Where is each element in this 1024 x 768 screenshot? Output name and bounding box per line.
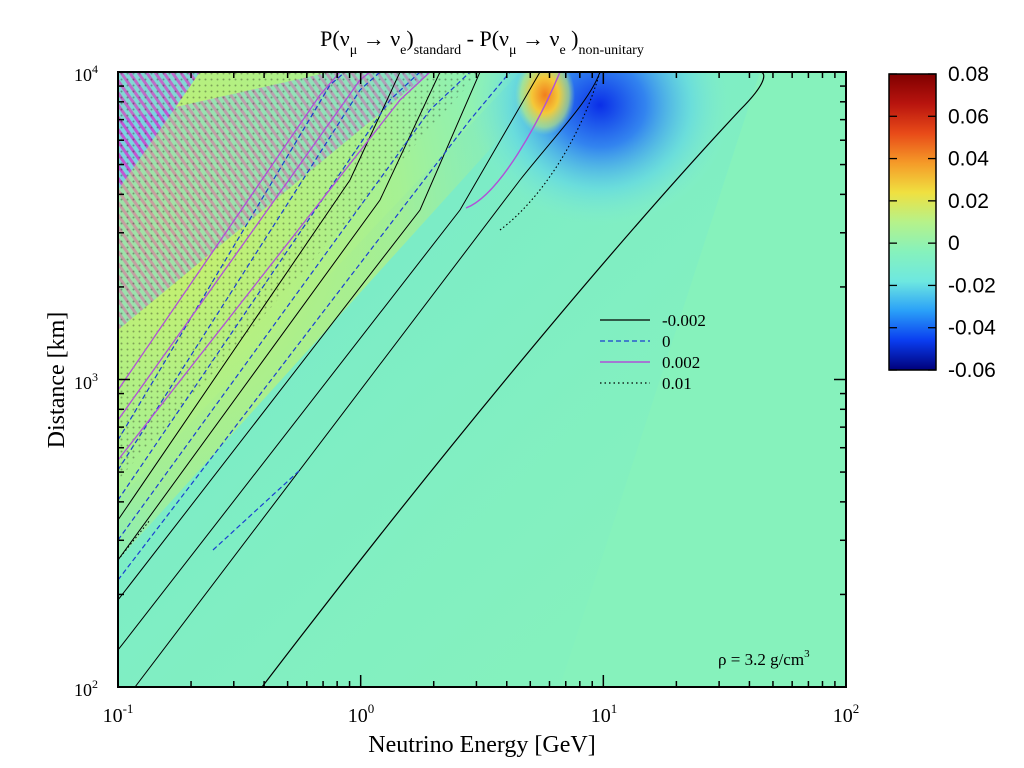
x-tick-label: 102 (833, 701, 860, 727)
legend: -0.002 0 0.002 0.01 (600, 311, 706, 393)
contour-line (118, 72, 441, 561)
contour-line-zero (212, 469, 301, 551)
contour-line-positive (465, 72, 561, 209)
colorbar-ticks: 0.08 0.06 0.04 0.02 0 -0.02 -0.04 -0.06 (889, 63, 996, 382)
contour-lines (118, 72, 765, 687)
colorbar-tick-label: -0.06 (948, 359, 996, 382)
contour-line (134, 72, 601, 687)
x-tick-label: 10-1 (103, 701, 134, 727)
contour-line (118, 72, 541, 651)
contour-line-zero (118, 72, 381, 471)
colorbar-tick-label: 0.08 (948, 63, 989, 86)
colorbar-tick-label: 0.02 (948, 190, 989, 213)
colorbar-tick-label: -0.04 (948, 317, 996, 340)
contour-line (118, 72, 481, 601)
legend-label: 0 (662, 332, 671, 351)
contour-line-zero (118, 72, 471, 541)
x-tick-label: 100 (348, 701, 375, 727)
colorbar-tick-label: 0.06 (948, 105, 989, 128)
colorbar-tick-label: -0.02 (948, 274, 996, 297)
legend-label: 0.002 (662, 353, 700, 372)
colorbar (888, 73, 937, 371)
contour-line-positive (118, 72, 341, 391)
contour-line-positive (118, 72, 431, 461)
colorbar-tick-label: 0 (948, 232, 960, 255)
contour-line (118, 72, 401, 521)
contour-line-dotted (499, 72, 601, 231)
cyan-band (118, 72, 760, 687)
legend-label: 0.01 (662, 374, 692, 393)
y-tick-label: 102 (74, 677, 98, 700)
x-axis-label: Neutrino Energy [GeV] (368, 732, 595, 758)
y-tick-label: 104 (74, 62, 98, 85)
axis-ticks (117, 72, 846, 688)
chart-title: P(νμ → νe)standard - P(νμ → νe )non-unit… (320, 26, 644, 58)
dotted-contour-field (118, 72, 480, 480)
x-tick-label: 101 (591, 701, 618, 727)
colorbar-tick-label: 0.04 (948, 148, 989, 171)
y-axis-label: Distance [km] (44, 312, 70, 449)
contour-line-dotted (118, 519, 151, 561)
contour-line-zero (118, 72, 421, 501)
legend-label: -0.002 (662, 311, 706, 330)
heatmap (118, 72, 846, 687)
contour-line-outer (261, 72, 765, 687)
y-tick-label: 103 (74, 370, 98, 393)
density-annotation: ρ = 3.2 g/cm3 (718, 648, 810, 669)
positive-peak (515, 72, 575, 135)
contour-line-zero (118, 72, 511, 581)
